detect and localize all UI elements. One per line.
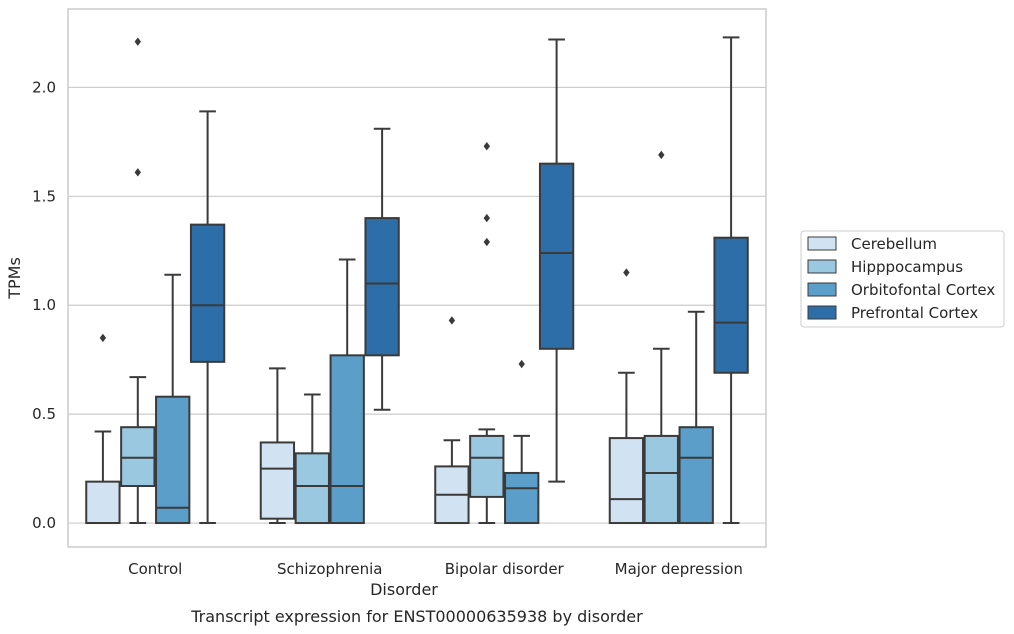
box-iqr: [294, 452, 330, 525]
x-axis-title: Disorder: [370, 580, 438, 599]
legend-swatch: [807, 236, 837, 251]
legend-frame: [800, 230, 1005, 328]
legend-label: Hipppocampus: [851, 258, 963, 276]
box-2-0: [434, 316, 470, 525]
y-tick-label: 2.0: [32, 78, 56, 96]
outlier-point: [134, 168, 141, 177]
y-tick-labels: 0.0 0.5 1.0 1.5 2.0: [32, 78, 56, 532]
box-2-1: [469, 142, 505, 525]
outlier-point: [448, 316, 456, 325]
legend: Cerebellum Hipppocampus Orbitofontal Corte…: [800, 230, 1005, 328]
outlier-point: [134, 37, 141, 46]
legend-label: Orbitofontal Cortex: [851, 281, 995, 299]
outlier-point: [518, 359, 525, 369]
box-iqr: [189, 223, 226, 363]
legend-swatch: [807, 282, 837, 297]
box-1-2: [329, 258, 365, 525]
legend-label: Prefrontal Cortex: [851, 304, 978, 322]
box-0-3: [189, 110, 226, 525]
box-2-3: [538, 38, 575, 483]
box-iqr: [469, 434, 505, 498]
box-3-3: [713, 36, 749, 525]
box-1-0: [259, 367, 296, 525]
x-tick-label: Schizophrenia: [277, 560, 382, 578]
box-iqr: [643, 434, 679, 525]
x-tick-label: Bipolar disorder: [445, 560, 565, 578]
box-iqr: [608, 437, 645, 525]
plot-frame: [67, 8, 767, 548]
box-iqr: [120, 426, 156, 488]
box-iqr: [155, 395, 191, 525]
box-3-1: [643, 150, 679, 525]
box-2-2: [504, 359, 540, 525]
box-iqr: [504, 471, 540, 525]
y-tick-label: 0.0: [32, 514, 56, 532]
box-1-3: [364, 127, 400, 411]
y-tick-label: 0.5: [32, 405, 56, 423]
outlier-point: [483, 237, 490, 247]
box-0-0: [85, 333, 121, 525]
legend-swatch: [807, 305, 837, 320]
legend-label: Cerebellum: [851, 235, 937, 253]
outlier-point: [623, 268, 630, 277]
y-tick-label: 1.5: [32, 187, 56, 205]
outlier-point: [483, 213, 490, 223]
box-iqr: [538, 162, 575, 350]
box-3-0: [608, 268, 645, 525]
box-3-2: [678, 310, 714, 525]
x-tick-labels: Control Schizophrenia Bipolar disorder Majo…: [128, 560, 743, 578]
y-axis-title: TPMs: [5, 257, 24, 300]
boxes: [85, 36, 749, 525]
box-1-1: [294, 393, 330, 525]
box-iqr: [85, 480, 121, 525]
box-iqr: [678, 426, 714, 525]
box-0-2: [155, 273, 191, 525]
box-iqr: [364, 217, 400, 357]
outlier-point: [658, 150, 665, 160]
x-tick-label: Control: [128, 560, 182, 578]
outlier-point: [483, 142, 490, 151]
box-iqr: [713, 236, 749, 374]
box-iqr: [329, 354, 365, 525]
x-tick-label: Major depression: [615, 560, 743, 578]
box-iqr: [259, 441, 296, 520]
legend-swatch: [807, 259, 837, 274]
box-0-1: [120, 37, 156, 525]
y-tick-label: 1.0: [32, 296, 56, 314]
chart-caption: Transcript expression for ENST0000063593…: [190, 607, 643, 626]
outlier-point: [99, 333, 107, 343]
